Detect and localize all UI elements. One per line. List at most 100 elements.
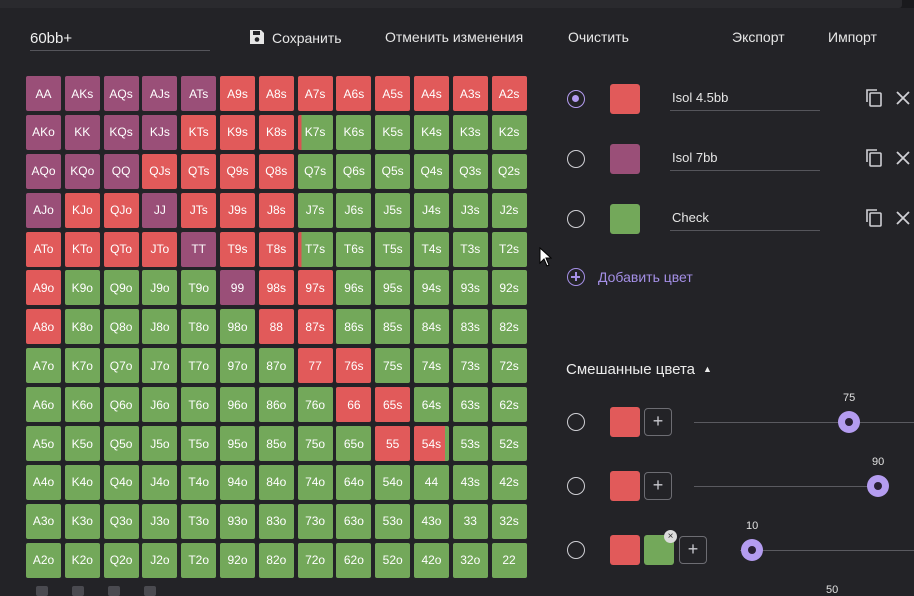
hand-cell[interactable]: 97o [219, 348, 255, 384]
hand-cell[interactable]: A2o [26, 542, 61, 578]
hand-cell[interactable]: KK [64, 114, 100, 150]
hand-cell[interactable]: Q9s [219, 153, 255, 189]
hand-cell[interactable]: K3o [64, 503, 100, 539]
hand-cell[interactable]: 54s [413, 426, 449, 462]
mixed-colors-toggle[interactable]: Смешанные цвета ▲ [566, 361, 712, 378]
hand-cell[interactable]: 32s [491, 503, 527, 539]
mixed-swatch[interactable] [610, 535, 640, 565]
hand-cell[interactable]: 73o [297, 503, 333, 539]
hand-cell[interactable]: 64o [336, 464, 372, 500]
hand-cell[interactable]: A3s [452, 76, 488, 111]
hand-cell[interactable]: J4s [413, 192, 449, 228]
hand-cell[interactable]: T3s [452, 231, 488, 267]
hand-cell[interactable]: J8s [258, 192, 294, 228]
hand-cell[interactable]: KJo [64, 192, 100, 228]
hand-cell[interactable]: 32o [452, 542, 488, 578]
add-color-button[interactable]: Добавить цвет [567, 268, 693, 286]
hand-cell[interactable]: A4o [26, 464, 61, 500]
hand-cell[interactable]: 82o [258, 542, 294, 578]
hand-cell[interactable]: J4o [142, 464, 178, 500]
hand-cell[interactable]: T7s [297, 231, 333, 267]
hand-cell[interactable]: 76s [336, 348, 372, 384]
hand-cell[interactable]: A7s [297, 76, 333, 111]
hand-cell[interactable]: 63o [336, 503, 372, 539]
hand-cell[interactable]: J9s [219, 192, 255, 228]
hand-cell[interactable]: 77 [297, 348, 333, 384]
hand-cell[interactable]: QQ [103, 153, 139, 189]
hand-cell[interactable]: AKs [64, 76, 100, 111]
hand-cell[interactable]: J9o [142, 270, 178, 306]
hand-cell[interactable]: K8s [258, 114, 294, 150]
delete-icon[interactable] [896, 151, 910, 165]
hand-cell[interactable]: Q3o [103, 503, 139, 539]
hand-cell[interactable]: 83o [258, 503, 294, 539]
hand-cell[interactable]: K4s [413, 114, 449, 150]
hand-cell[interactable]: 83s [452, 309, 488, 345]
hand-cell[interactable]: KQo [64, 153, 100, 189]
hand-cell[interactable]: 43o [413, 503, 449, 539]
hand-cell[interactable]: 95o [219, 426, 255, 462]
mix-slider-track[interactable] [740, 550, 914, 551]
hand-cell[interactable]: K6s [336, 114, 372, 150]
hand-cell[interactable]: 98s [258, 270, 294, 306]
hand-cell[interactable]: J3o [142, 503, 178, 539]
import-button[interactable]: Импорт [828, 29, 877, 45]
mix-slider-thumb[interactable] [838, 411, 860, 433]
hand-cell[interactable]: T5s [375, 231, 411, 267]
hand-cell[interactable]: A8s [258, 76, 294, 111]
hand-cell[interactable]: JTo [142, 231, 178, 267]
hand-cell[interactable]: 94s [413, 270, 449, 306]
export-button[interactable]: Экспорт [732, 29, 785, 45]
hand-cell[interactable]: Q6s [336, 153, 372, 189]
hand-cell[interactable]: J7s [297, 192, 333, 228]
remove-color-icon[interactable]: × [664, 530, 677, 543]
hand-cell[interactable]: QJo [103, 192, 139, 228]
hand-cell[interactable]: K8o [64, 309, 100, 345]
hand-cell[interactable]: Q2o [103, 542, 139, 578]
hand-cell[interactable]: 63s [452, 387, 488, 423]
hand-cell[interactable]: A5s [375, 76, 411, 111]
hand-cell[interactable]: K3s [452, 114, 488, 150]
hand-cell[interactable]: 92o [219, 542, 255, 578]
hand-cell[interactable]: T4o [181, 464, 217, 500]
hand-cell[interactable]: 54o [375, 464, 411, 500]
hand-cell[interactable]: TT [181, 231, 217, 267]
hand-cell[interactable]: A7o [26, 348, 61, 384]
hand-cell[interactable]: Q4s [413, 153, 449, 189]
hand-cell[interactable]: 43s [452, 464, 488, 500]
tool-icon[interactable] [72, 586, 84, 596]
hand-cell[interactable]: 64s [413, 387, 449, 423]
color-swatch[interactable] [610, 204, 640, 234]
mixed-swatch[interactable] [610, 471, 640, 501]
hand-cell[interactable]: K5s [375, 114, 411, 150]
hand-cell[interactable]: 65o [336, 426, 372, 462]
range-name-input[interactable] [30, 26, 210, 51]
hand-cell[interactable]: 93o [219, 503, 255, 539]
color-name-field[interactable]: Isol 7bb [670, 145, 820, 171]
clear-button[interactable]: Очистить [568, 29, 629, 45]
hand-cell[interactable]: AKo [26, 114, 61, 150]
hand-cell[interactable]: K7s [297, 114, 333, 150]
hand-cell[interactable]: 87o [258, 348, 294, 384]
add-mix-color-button[interactable]: + [679, 536, 707, 564]
add-mix-color-button[interactable]: + [644, 472, 672, 500]
hand-cell[interactable]: QJs [142, 153, 178, 189]
hand-cell[interactable]: K5o [64, 426, 100, 462]
hand-cell[interactable]: A2s [491, 76, 527, 111]
hand-cell[interactable]: 84o [258, 464, 294, 500]
hand-cell[interactable]: J3s [452, 192, 488, 228]
hand-cell[interactable]: 86o [258, 387, 294, 423]
hand-cell[interactable]: A4s [413, 76, 449, 111]
hand-cell[interactable]: T4s [413, 231, 449, 267]
hand-cell[interactable]: 72o [297, 542, 333, 578]
hand-cell[interactable]: 62o [336, 542, 372, 578]
hand-cell[interactable]: 87s [297, 309, 333, 345]
hand-cell[interactable]: 85s [375, 309, 411, 345]
hand-cell[interactable]: Q5s [375, 153, 411, 189]
hand-cell[interactable]: Q4o [103, 464, 139, 500]
hand-cell[interactable]: 84s [413, 309, 449, 345]
hand-cell[interactable]: QTs [181, 153, 217, 189]
hand-cell[interactable]: 95s [375, 270, 411, 306]
hand-cell[interactable]: 82s [491, 309, 527, 345]
hand-cell[interactable]: 52o [375, 542, 411, 578]
